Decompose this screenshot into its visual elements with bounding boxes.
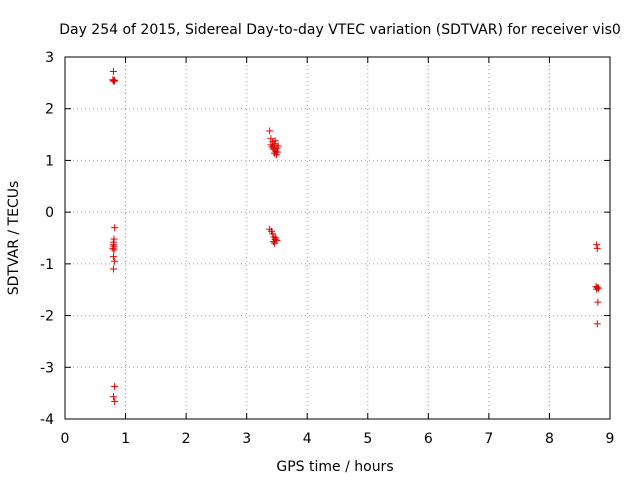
x-tick-label: 4 — [303, 431, 312, 447]
x-tick-label: 2 — [182, 431, 191, 447]
data-point — [593, 244, 601, 252]
y-tick-label: 2 — [45, 102, 54, 118]
data-point — [594, 298, 602, 306]
plot-frame — [64, 56, 611, 420]
x-tick-label: 3 — [242, 431, 251, 447]
axis-ticks — [64, 56, 611, 420]
y-tick-label: -1 — [40, 257, 54, 273]
data-point — [109, 67, 117, 75]
data-point — [111, 397, 119, 405]
data-point — [109, 77, 117, 85]
y-tick-label: 0 — [45, 205, 54, 221]
x-tick-label: 0 — [61, 431, 70, 447]
y-tick-label: 1 — [45, 153, 54, 169]
data-point — [271, 149, 279, 157]
x-tick-label: 7 — [484, 431, 493, 447]
data-point — [110, 77, 118, 85]
data-point — [593, 241, 601, 249]
x-tick-label: 5 — [363, 431, 372, 447]
data-point — [109, 265, 117, 273]
y-tick-label: -4 — [40, 412, 54, 428]
data-point — [267, 135, 275, 143]
data-point — [593, 284, 601, 292]
x-axis-label: GPS time / hours — [276, 459, 393, 475]
data-point — [110, 246, 118, 254]
x-tick-label: 9 — [606, 431, 615, 447]
x-tick-label: 6 — [424, 431, 433, 447]
y-tick-label: -3 — [40, 360, 54, 376]
x-tick-label: 8 — [545, 431, 554, 447]
grid-lines — [65, 57, 610, 419]
y-tick-label: 3 — [45, 50, 54, 66]
data-point — [109, 76, 117, 84]
data-point — [274, 148, 282, 156]
data-point — [271, 239, 279, 247]
data-point — [109, 244, 117, 252]
data-point — [274, 142, 282, 150]
data-point — [111, 382, 119, 390]
data-points — [109, 67, 602, 405]
data-point — [111, 76, 119, 84]
data-point — [593, 285, 601, 293]
tick-labels: 0 1 2 3 4 5 6 7 8 9 3 2 1 0 -1 -2 -3 -4 — [40, 50, 614, 447]
data-point — [593, 320, 601, 328]
data-point — [109, 393, 117, 401]
data-point — [594, 284, 602, 292]
y-axis-label: SDTVAR / TECUs — [6, 181, 22, 296]
data-point — [266, 127, 274, 135]
data-point — [269, 230, 277, 238]
chart-title: Day 254 of 2015, Sidereal Day-to-day VTE… — [59, 22, 621, 38]
data-point — [111, 224, 119, 232]
data-point — [109, 253, 117, 261]
y-tick-label: -2 — [40, 309, 54, 325]
data-point — [109, 241, 117, 249]
data-point — [111, 257, 119, 265]
data-point — [269, 238, 277, 246]
data-point — [110, 235, 118, 243]
x-tick-label: 1 — [121, 431, 130, 447]
data-point — [272, 234, 280, 242]
data-point — [271, 137, 279, 145]
